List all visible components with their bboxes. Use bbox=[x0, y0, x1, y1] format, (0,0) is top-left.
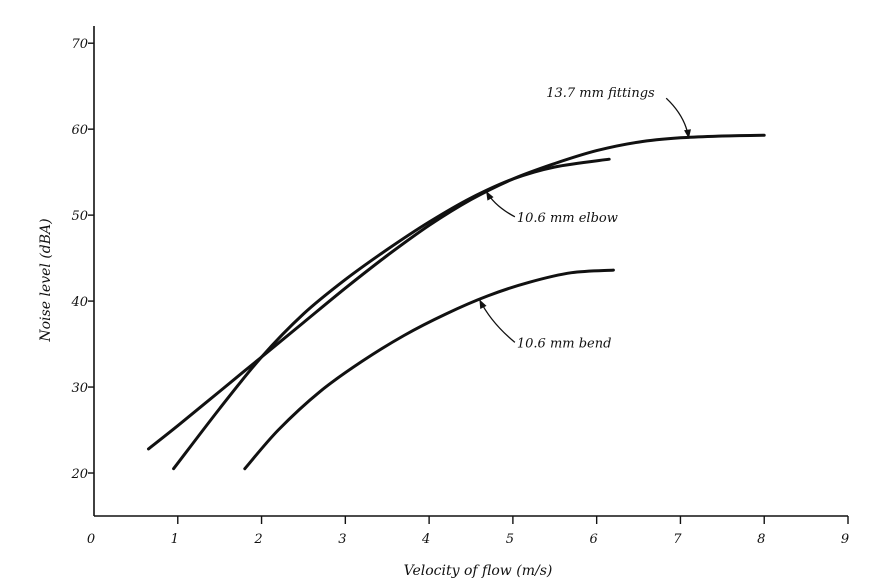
x-tick-label: 7 bbox=[673, 532, 682, 547]
y-tick-label: 60 bbox=[71, 123, 88, 138]
axes bbox=[93, 26, 848, 517]
series-curves bbox=[147, 133, 766, 471]
series-annotations: 13.7 mm fittings 10.6 mm elbow 10.6 mm ben… bbox=[478, 86, 691, 351]
x-tick-label: 1 bbox=[171, 532, 179, 547]
x-tick-label: 8 bbox=[757, 532, 765, 547]
x-tick-label: 5 bbox=[506, 532, 514, 547]
x-tick-label: 9 bbox=[841, 532, 849, 547]
x-axis-ticks: 0 1 2 3 4 5 6 7 8 9 bbox=[87, 516, 849, 547]
x-axis-title: Velocity of flow (m/s) bbox=[404, 563, 553, 579]
annotation-arrowhead bbox=[479, 299, 487, 309]
x-tick-label: 4 bbox=[421, 532, 430, 547]
annotation-arrowhead bbox=[486, 191, 494, 201]
series-line-10-6-mm-bend bbox=[243, 268, 615, 471]
y-tick-label: 40 bbox=[70, 295, 88, 310]
annotation-label: 10.6 mm bend bbox=[517, 336, 612, 351]
x-tick-label: 3 bbox=[338, 532, 346, 547]
x-tick-label: 2 bbox=[253, 532, 262, 547]
y-tick-label: 70 bbox=[71, 37, 88, 52]
y-tick-label: 20 bbox=[70, 467, 88, 482]
y-tick-label: 50 bbox=[71, 209, 88, 224]
series-line-10-6-mm-elbow bbox=[172, 157, 611, 471]
x-tick-label: 6 bbox=[590, 532, 598, 547]
annotation-label: 10.6 mm elbow bbox=[517, 211, 618, 226]
y-axis-ticks: 20 30 40 50 60 70 bbox=[70, 37, 94, 482]
y-tick-label: 30 bbox=[71, 381, 88, 396]
x-tick-label: 0 bbox=[87, 532, 95, 547]
annotation-label: 13.7 mm fittings bbox=[546, 86, 655, 101]
y-axis-title: Noise level (dBA) bbox=[38, 218, 54, 342]
annotation-arrowhead bbox=[684, 129, 691, 139]
series-line-13-7-mm-fittings bbox=[147, 133, 766, 451]
